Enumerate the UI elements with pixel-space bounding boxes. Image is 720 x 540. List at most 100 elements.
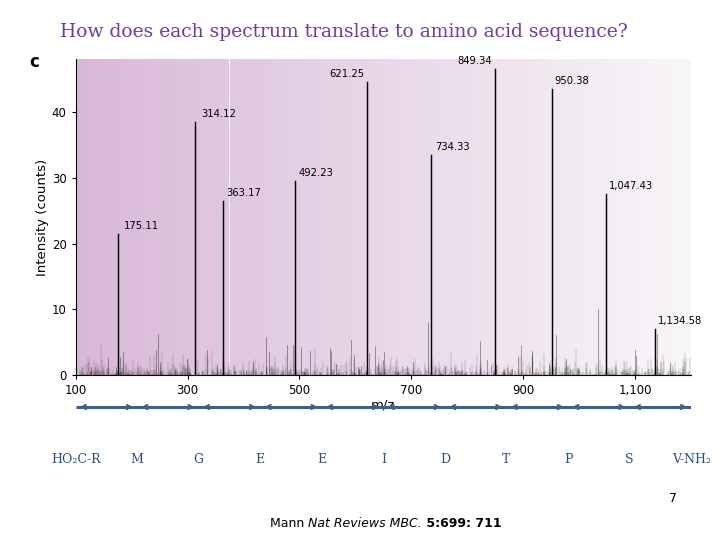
Bar bbox=[279, 59, 282, 375]
Bar bbox=[82, 59, 85, 375]
Bar bbox=[500, 59, 503, 375]
Bar bbox=[205, 59, 208, 375]
Bar bbox=[226, 59, 230, 375]
Bar bbox=[343, 59, 346, 375]
Bar bbox=[312, 59, 315, 375]
Text: 314.12: 314.12 bbox=[201, 109, 236, 119]
Bar bbox=[469, 59, 472, 375]
Bar bbox=[297, 59, 300, 375]
Text: c: c bbox=[30, 53, 40, 71]
Bar bbox=[544, 59, 546, 375]
Bar bbox=[122, 59, 125, 375]
Bar bbox=[467, 59, 469, 375]
Bar bbox=[430, 59, 433, 375]
Bar bbox=[438, 59, 442, 375]
Bar bbox=[408, 59, 411, 375]
Text: V-NH₂: V-NH₂ bbox=[672, 453, 711, 465]
Bar bbox=[418, 59, 420, 375]
Bar bbox=[186, 59, 189, 375]
Bar bbox=[328, 59, 331, 375]
Bar bbox=[537, 59, 541, 375]
Bar bbox=[534, 59, 537, 375]
Bar bbox=[220, 59, 223, 375]
Bar bbox=[464, 59, 467, 375]
Text: 621.25: 621.25 bbox=[329, 69, 364, 79]
Bar bbox=[307, 59, 310, 375]
Bar bbox=[476, 59, 479, 375]
Bar bbox=[116, 59, 119, 375]
Bar bbox=[153, 59, 156, 375]
Text: 1,047.43: 1,047.43 bbox=[609, 181, 653, 191]
Bar bbox=[248, 59, 251, 375]
Bar bbox=[513, 59, 516, 375]
Bar bbox=[599, 59, 602, 375]
Bar bbox=[254, 59, 257, 375]
Bar bbox=[436, 59, 438, 375]
Bar bbox=[670, 59, 672, 375]
Bar bbox=[76, 59, 78, 375]
Bar bbox=[651, 59, 654, 375]
Bar bbox=[392, 59, 396, 375]
Bar bbox=[608, 59, 611, 375]
Bar bbox=[636, 59, 639, 375]
Bar bbox=[211, 59, 214, 375]
Bar bbox=[88, 59, 91, 375]
Text: D: D bbox=[440, 453, 450, 465]
Bar bbox=[688, 59, 691, 375]
Bar bbox=[472, 59, 476, 375]
Text: I: I bbox=[381, 453, 386, 465]
Bar bbox=[676, 59, 679, 375]
Bar bbox=[507, 59, 510, 375]
Bar bbox=[353, 59, 356, 375]
Bar bbox=[457, 59, 460, 375]
Bar bbox=[642, 59, 645, 375]
Bar bbox=[192, 59, 196, 375]
Bar bbox=[602, 59, 605, 375]
Bar bbox=[189, 59, 192, 375]
Bar bbox=[285, 59, 288, 375]
Bar bbox=[541, 59, 544, 375]
Bar bbox=[531, 59, 534, 375]
Bar bbox=[177, 59, 180, 375]
Bar bbox=[528, 59, 531, 375]
Bar bbox=[199, 59, 202, 375]
Bar bbox=[140, 59, 143, 375]
Bar bbox=[402, 59, 405, 375]
Bar bbox=[261, 59, 264, 375]
Text: 175.11: 175.11 bbox=[125, 220, 159, 231]
Text: M: M bbox=[131, 453, 143, 465]
Bar bbox=[519, 59, 522, 375]
Text: Nat Reviews MBC.: Nat Reviews MBC. bbox=[308, 517, 422, 530]
Bar bbox=[611, 59, 614, 375]
Bar bbox=[264, 59, 266, 375]
Bar bbox=[202, 59, 205, 375]
Bar bbox=[660, 59, 664, 375]
Bar bbox=[377, 59, 380, 375]
Bar bbox=[510, 59, 513, 375]
Bar bbox=[171, 59, 174, 375]
Bar bbox=[356, 59, 359, 375]
Bar bbox=[580, 59, 583, 375]
Bar bbox=[337, 59, 341, 375]
Bar bbox=[667, 59, 670, 375]
Bar bbox=[571, 59, 575, 375]
Text: G: G bbox=[194, 453, 204, 465]
Text: P: P bbox=[564, 453, 572, 465]
Bar bbox=[119, 59, 122, 375]
Bar bbox=[482, 59, 485, 375]
Bar bbox=[546, 59, 549, 375]
Bar bbox=[257, 59, 261, 375]
Bar bbox=[165, 59, 168, 375]
Bar bbox=[97, 59, 100, 375]
Bar bbox=[380, 59, 383, 375]
Bar bbox=[648, 59, 651, 375]
Text: 492.23: 492.23 bbox=[299, 168, 333, 178]
Bar bbox=[420, 59, 423, 375]
Bar bbox=[168, 59, 171, 375]
Text: 950.38: 950.38 bbox=[555, 76, 590, 86]
Bar bbox=[485, 59, 488, 375]
Bar bbox=[498, 59, 500, 375]
Bar bbox=[131, 59, 134, 375]
Text: S: S bbox=[626, 453, 634, 465]
Bar bbox=[614, 59, 617, 375]
